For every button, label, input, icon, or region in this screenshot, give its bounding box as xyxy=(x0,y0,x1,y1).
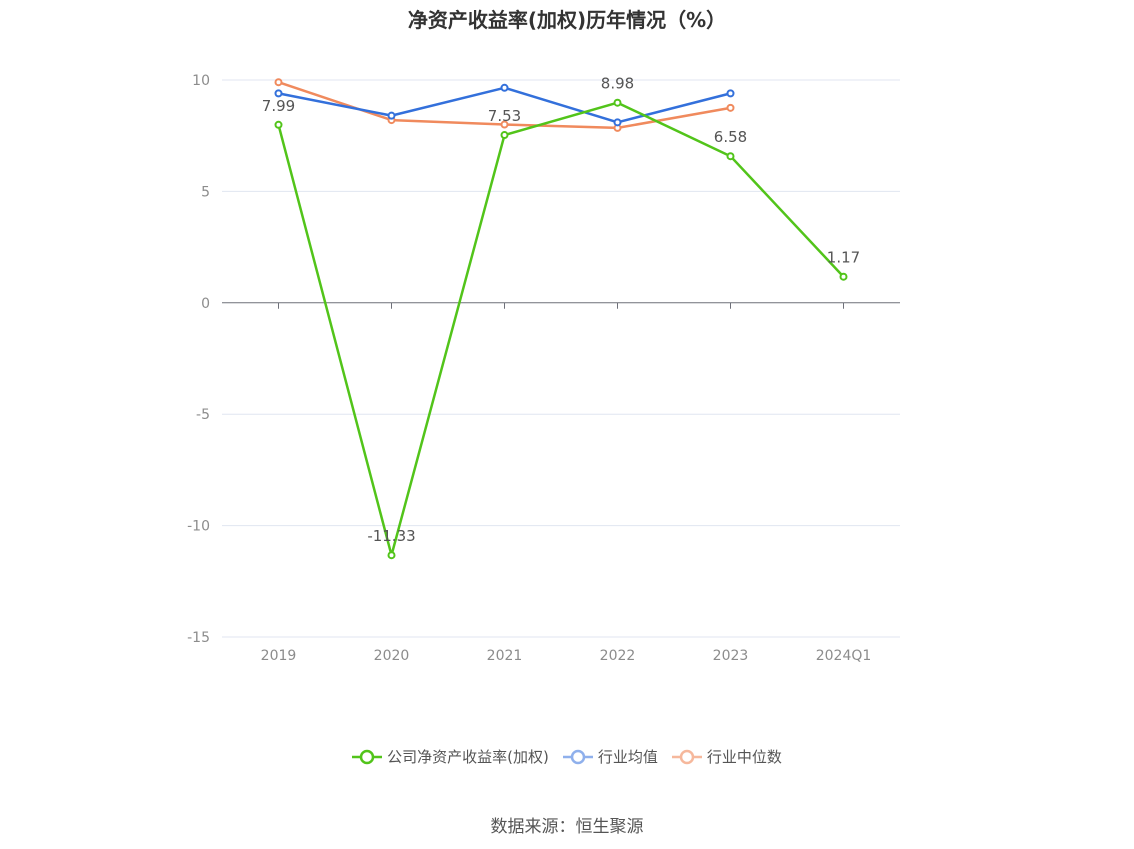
x-tick-label: 2023 xyxy=(713,648,749,664)
chart-title: 净资产收益率(加权)历年情况（%） xyxy=(407,8,727,32)
legend-item-industry-mean[interactable]: 行业均值 xyxy=(562,746,658,767)
data-point xyxy=(500,131,509,140)
x-tick-label: 2019 xyxy=(261,648,297,664)
source-note: 数据来源：恒生聚源 xyxy=(490,817,644,837)
y-tick-label: 5 xyxy=(201,184,210,200)
legend-label-industry-mean: 行业均值 xyxy=(597,748,658,766)
data-point xyxy=(613,118,622,127)
data-label: 7.99 xyxy=(262,97,295,115)
y-tick-label: -10 xyxy=(187,519,210,535)
data-point xyxy=(274,120,283,129)
data-point xyxy=(613,98,622,107)
data-point xyxy=(387,111,396,120)
data-point xyxy=(500,83,509,92)
y-tick-label: -5 xyxy=(196,407,210,423)
legend: 公司净资产收益率(加权) 行业均值 行业中位数 xyxy=(0,746,1134,767)
x-tick-label: 2020 xyxy=(374,648,410,664)
data-label: -11.33 xyxy=(367,527,415,545)
data-label: 8.98 xyxy=(601,75,634,93)
data-label: 7.53 xyxy=(488,107,521,125)
legend-swatch-company xyxy=(352,749,383,764)
data-point xyxy=(839,272,848,281)
data-point xyxy=(726,103,735,112)
legend-label-company: 公司净资产收益率(加权) xyxy=(387,748,549,766)
y-tick-label: -15 xyxy=(187,630,210,646)
data-point xyxy=(500,120,509,129)
data-point xyxy=(274,89,283,98)
y-tick-label: 10 xyxy=(192,73,210,89)
data-label: 1.17 xyxy=(827,249,860,267)
data-point xyxy=(726,152,735,161)
data-point xyxy=(726,89,735,98)
series-line xyxy=(277,101,845,557)
x-tick-label: 2021 xyxy=(487,648,523,664)
data-point xyxy=(387,551,396,560)
legend-item-industry-median[interactable]: 行业中位数 xyxy=(671,746,782,767)
legend-item-company[interactable]: 公司净资产收益率(加权) xyxy=(352,746,549,767)
data-point xyxy=(274,78,283,87)
legend-swatch-industry-mean xyxy=(562,749,593,764)
legend-swatch-industry-median xyxy=(671,749,702,764)
data-label: 6.58 xyxy=(714,128,747,146)
x-tick-label: 2022 xyxy=(600,648,636,664)
legend-label-industry-median: 行业中位数 xyxy=(706,748,782,766)
y-tick-label: 0 xyxy=(201,296,210,312)
x-tick-label: 2024Q1 xyxy=(816,648,872,664)
